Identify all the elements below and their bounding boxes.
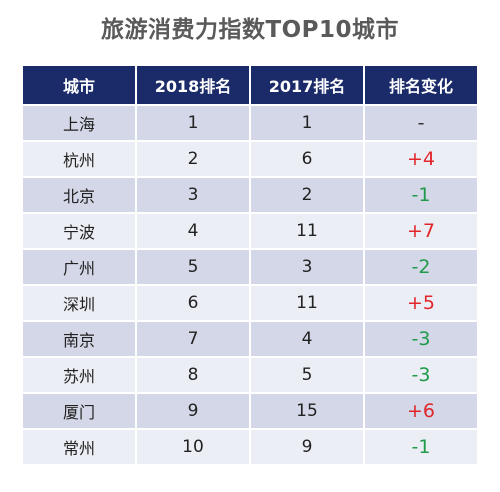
rank-2018-cell: 1	[137, 104, 251, 140]
rank-2018-cell: 2	[137, 140, 251, 176]
rank-2018-cell: 7	[137, 320, 251, 356]
ranking-table: 城市 2018排名 2017排名 排名变化 上海 1 1- 杭州 2 6 +4 北京 3 2 -1 宁…	[23, 65, 477, 464]
table-row: 厦门 9 15 +6	[23, 392, 477, 428]
header-city: 城市	[23, 65, 137, 104]
table-row: 北京 3 2 -1	[23, 176, 477, 212]
rank-2017-cell: 9	[251, 428, 365, 464]
table-row: 宁波 4 11 +7	[23, 212, 477, 248]
rank-change-cell: +5	[365, 284, 477, 320]
rank-2017-cell: 4	[251, 320, 365, 356]
city-cell: 杭州	[23, 140, 137, 176]
table-row: 广州 5 3 -2	[23, 248, 477, 284]
table-row: 苏州 8 5 -3	[23, 356, 477, 392]
rank-2017-cell: 6	[251, 140, 365, 176]
table-row: 南京 7 4 -3	[23, 320, 477, 356]
rank-change-cell: -3	[365, 320, 477, 356]
city-cell: 厦门	[23, 392, 137, 428]
city-cell: 广州	[23, 248, 137, 284]
city-cell: 常州	[23, 428, 137, 464]
table-header-row: 城市 2018排名 2017排名 排名变化	[23, 65, 477, 104]
header-rank-2018: 2018排名	[137, 65, 251, 104]
rank-change-cell: +6	[365, 392, 477, 428]
header-rank-2017: 2017排名	[251, 65, 365, 104]
rank-2017-cell: 5	[251, 356, 365, 392]
rank-change-cell: -	[365, 104, 477, 140]
rank-2018-cell: 8	[137, 356, 251, 392]
city-cell: 苏州	[23, 356, 137, 392]
city-cell: 上海	[23, 104, 137, 140]
header-rank-change: 排名变化	[365, 65, 477, 104]
city-cell: 宁波	[23, 212, 137, 248]
rank-2018-cell: 4	[137, 212, 251, 248]
table-row: 常州 10 9 -1	[23, 428, 477, 464]
city-cell: 南京	[23, 320, 137, 356]
rank-change-cell: -1	[365, 428, 477, 464]
rank-2017-cell: 3	[251, 248, 365, 284]
rank-change-cell: -2	[365, 248, 477, 284]
rank-change-cell: +4	[365, 140, 477, 176]
rank-change-cell: +7	[365, 212, 477, 248]
rank-2018-cell: 6	[137, 284, 251, 320]
rank-2017-cell: 11	[251, 284, 365, 320]
rank-2018-cell: 5	[137, 248, 251, 284]
rank-2018-cell: 9	[137, 392, 251, 428]
rank-2017-cell: 11	[251, 212, 365, 248]
table-row: 杭州 2 6 +4	[23, 140, 477, 176]
rank-change-cell: -1	[365, 176, 477, 212]
chart-title: 旅游消费力指数TOP10城市	[100, 17, 400, 43]
city-cell: 深圳	[23, 284, 137, 320]
table-body: 上海 1 1- 杭州 2 6 +4 北京 3 2 -1 宁波 4 11 +7 广州 5 3 -2 深圳 6 11 +5 南京 7…	[23, 104, 477, 464]
rank-2017-cell: 15	[251, 392, 365, 428]
rank-2017-cell: 2	[251, 176, 365, 212]
rank-change-cell: -3	[365, 356, 477, 392]
city-cell: 北京	[23, 176, 137, 212]
rank-2018-cell: 3	[137, 176, 251, 212]
table-row: 上海 1 1-	[23, 104, 477, 140]
rank-2018-cell: 10	[137, 428, 251, 464]
rank-2017-cell: 1	[251, 104, 365, 140]
table-row: 深圳 6 11 +5	[23, 284, 477, 320]
